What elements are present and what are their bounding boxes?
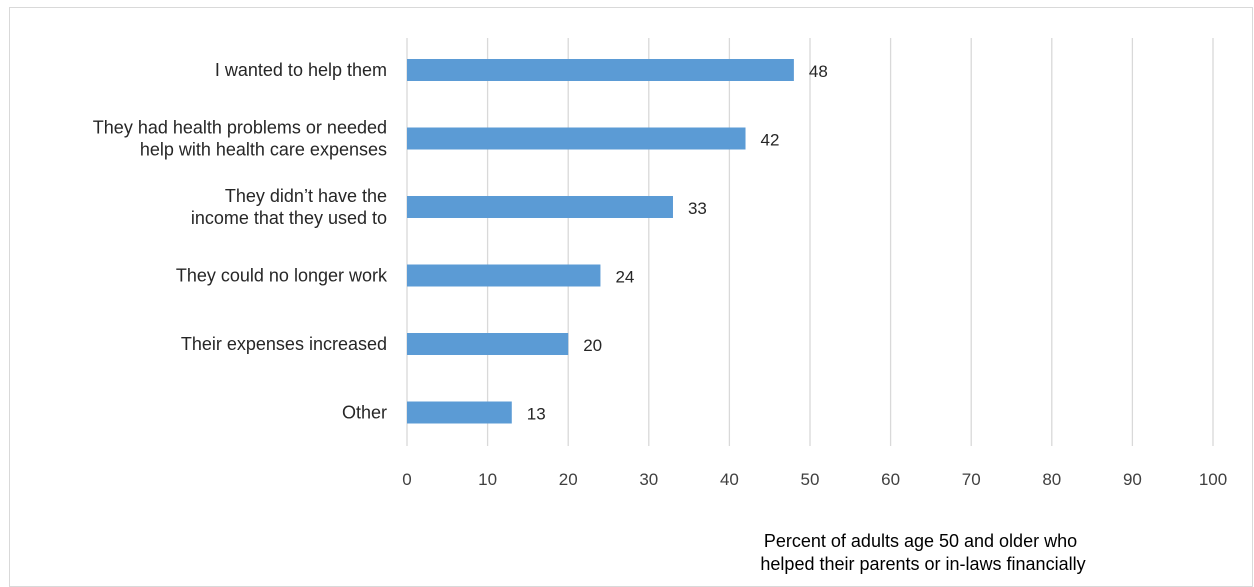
category-labels: I wanted to help them They had health pro… (93, 60, 388, 423)
x-tick-label: 10 (478, 470, 497, 489)
x-axis-title-line-1: Percent of adults age 50 and older who (764, 531, 1077, 551)
bar (407, 264, 601, 287)
x-tick-label: 0 (402, 470, 411, 489)
data-label: 33 (688, 199, 707, 218)
category-label: They didn’t have the income that they use… (191, 186, 387, 228)
bar (407, 127, 746, 150)
x-tick-label: 30 (639, 470, 658, 489)
category-label: I wanted to help them (215, 60, 387, 80)
x-tick-label: 60 (881, 470, 900, 489)
x-tick-label: 40 (720, 470, 739, 489)
x-tick-label: 80 (1042, 470, 1061, 489)
data-label: 13 (527, 405, 546, 424)
x-axis-title-line-2: helped their parents or in-laws financia… (760, 554, 1085, 574)
x-axis-title: Percent of adults age 50 and older who h… (760, 531, 1085, 574)
data-label: 42 (761, 131, 780, 150)
category-label-line: Other (342, 403, 387, 423)
x-tick-label: 50 (801, 470, 820, 489)
category-label: They could no longer work (176, 266, 388, 286)
chart-frame (9, 7, 1253, 587)
category-label-line: income that they used to (191, 208, 387, 228)
bar (407, 401, 512, 424)
gridlines (406, 38, 1214, 446)
x-tick-labels: 0 10 20 30 40 50 60 70 80 90 100 (402, 470, 1227, 489)
x-tick-label: 20 (559, 470, 578, 489)
category-label: Their expenses increased (181, 334, 387, 354)
category-label-line: They could no longer work (176, 266, 388, 286)
x-tick-label: 70 (962, 470, 981, 489)
data-label: 20 (583, 336, 602, 355)
bar (407, 196, 673, 218)
category-label: They had health problems or needed help w… (93, 118, 387, 160)
bar (407, 59, 794, 81)
category-label: Other (342, 403, 387, 423)
bars (407, 59, 794, 424)
category-label-line: Their expenses increased (181, 334, 387, 354)
x-tick-label: 90 (1123, 470, 1142, 489)
category-label-line: They didn’t have the (225, 186, 387, 206)
data-label: 48 (809, 62, 828, 81)
category-label-line: I wanted to help them (215, 60, 387, 80)
category-label-line: They had health problems or needed (93, 118, 387, 138)
bar (407, 333, 569, 355)
x-tick-label: 100 (1199, 470, 1227, 489)
data-labels: 48 42 33 24 20 13 (527, 62, 828, 424)
category-label-line: help with health care expenses (140, 140, 387, 160)
data-label: 24 (615, 268, 634, 287)
